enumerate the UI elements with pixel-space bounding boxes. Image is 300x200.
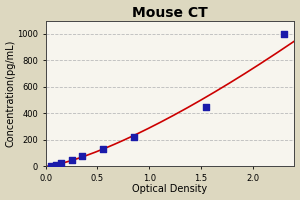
Point xyxy=(131,135,136,138)
Point xyxy=(204,105,209,108)
Point xyxy=(59,162,64,165)
Point xyxy=(80,155,84,158)
Point xyxy=(69,159,74,162)
Point xyxy=(100,148,105,151)
Point xyxy=(282,32,286,36)
Title: Mouse CT: Mouse CT xyxy=(132,6,208,20)
Point xyxy=(54,163,58,166)
Point xyxy=(48,164,53,167)
Y-axis label: Concentration(pg/mL): Concentration(pg/mL) xyxy=(6,40,16,147)
X-axis label: Optical Density: Optical Density xyxy=(133,184,208,194)
